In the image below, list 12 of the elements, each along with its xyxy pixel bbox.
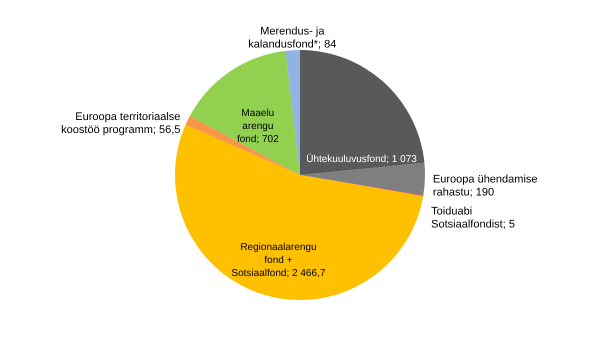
pie-slice — [286, 50, 300, 175]
pie-slice — [300, 162, 425, 196]
slice-label: Euroopa territoriaalse koostöö programm; 56,5 — [61, 110, 180, 136]
slice-label: Regionaalarengu fond + Sotsiaalfond; 2 466,7 — [231, 242, 326, 279]
slice-label: Merendus- ja kalandusfond*; 84 — [248, 26, 336, 51]
slice-label: Maaelu arengu fond; 702 — [236, 108, 280, 145]
pie-slice — [190, 50, 300, 175]
slice-label: Ühtekuuluvusfond; 1 073 — [306, 153, 418, 166]
pie-slice — [300, 50, 424, 175]
slice-label: Euroopa ühendamise rahastu; 190 — [432, 173, 538, 198]
pie-slice — [186, 116, 300, 175]
slice-label: Toiduabi Sotsiaalfondist; 5 — [431, 205, 515, 230]
